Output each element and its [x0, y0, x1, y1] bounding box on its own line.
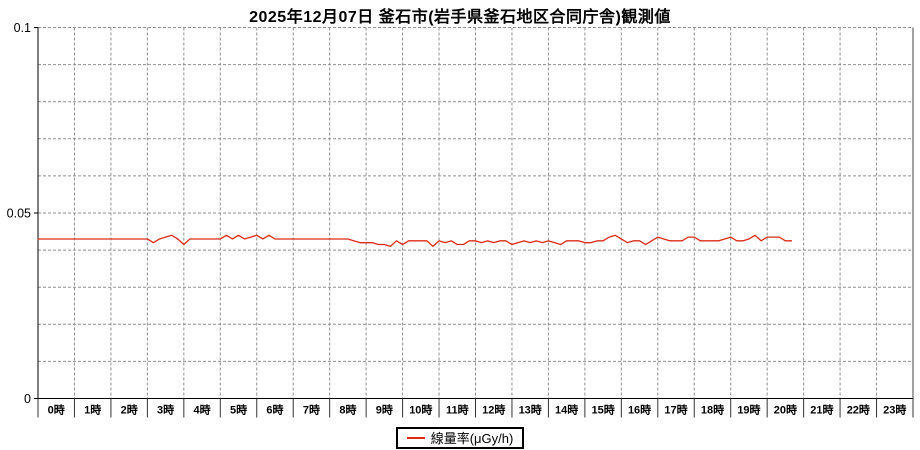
x-tick-label: 6時: [266, 403, 283, 417]
x-tick-label: 0時: [48, 403, 65, 417]
gridlines: [38, 27, 913, 399]
x-tick-label: 17時: [664, 403, 687, 417]
x-tick-label: 12時: [482, 403, 505, 417]
x-tick-label: 20時: [774, 403, 797, 417]
x-tick-label: 9時: [376, 403, 393, 417]
x-tick-label: 13時: [519, 403, 542, 417]
x-tick-label: 18時: [701, 403, 724, 417]
y-tick-label: 0.1: [14, 21, 31, 35]
series-line-swatch: [406, 437, 425, 439]
chart-title: 2025年12月07日 釜石市(岩手県釜石地区合同庁舎)観測値: [249, 9, 671, 26]
x-tick-label: 21時: [810, 403, 833, 417]
x-tick-label: 1時: [84, 403, 101, 417]
x-tick-label: 23時: [883, 403, 906, 417]
x-tick-label: 4時: [194, 403, 211, 417]
legend: 線量率(μGy/h): [0, 427, 920, 449]
x-tick-label: 8時: [339, 403, 356, 417]
y-tick-label: 0.05: [7, 207, 31, 221]
x-axis-labels: 0時 1時 2時 3時 4時 5時 6時 7時 8時 9時 10時 11時 12時 13時 14時 15時 16…: [37, 398, 914, 418]
x-tick-label: 15時: [591, 403, 614, 417]
x-tick-label: 16時: [628, 403, 651, 417]
x-tick-label: 5時: [230, 403, 247, 417]
x-tick-label: 11時: [446, 403, 469, 417]
series-legend-label: 線量率(μGy/h): [430, 430, 514, 446]
x-tick-label: 2時: [121, 403, 138, 417]
x-tick-label: 14時: [555, 403, 578, 417]
x-tick-label: 22時: [847, 403, 870, 417]
y-tick-label: 0: [24, 392, 31, 406]
y-axis-labels: 0 0.05 0.1: [7, 21, 38, 406]
series-line-0: [37, 234, 793, 248]
x-tick-label: 3時: [157, 403, 174, 417]
x-tick-label: 7時: [303, 403, 320, 417]
x-tick-label: 19時: [737, 403, 760, 417]
legend-box: 線量率(μGy/h): [395, 427, 525, 449]
x-tick-label: 10時: [409, 403, 432, 417]
